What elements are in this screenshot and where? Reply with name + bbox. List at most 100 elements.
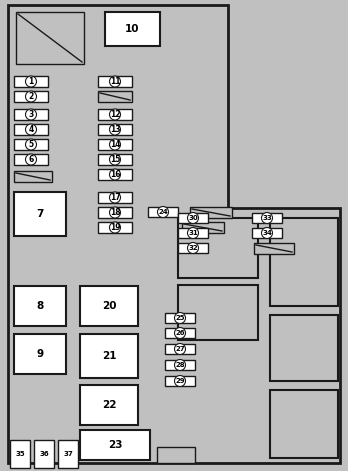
Circle shape	[110, 222, 120, 233]
Text: 14: 14	[110, 140, 120, 149]
Circle shape	[261, 212, 272, 224]
Bar	[16, 12, 84, 64]
Text: 27: 27	[175, 346, 185, 352]
Circle shape	[174, 312, 185, 324]
Circle shape	[110, 169, 120, 180]
Bar	[98, 124, 132, 135]
Circle shape	[110, 207, 120, 218]
Bar	[178, 243, 208, 253]
Circle shape	[25, 124, 37, 135]
Circle shape	[110, 76, 120, 87]
Bar	[165, 328, 195, 338]
Bar	[270, 218, 338, 306]
Bar	[178, 213, 208, 223]
Circle shape	[25, 154, 37, 165]
Text: 33: 33	[262, 215, 272, 221]
Text: 16: 16	[110, 170, 120, 179]
Bar	[98, 222, 132, 233]
Bar	[98, 109, 132, 120]
Text: 10: 10	[125, 24, 140, 34]
Bar	[157, 447, 195, 463]
Bar	[270, 315, 338, 381]
Bar	[178, 218, 258, 278]
Text: 23: 23	[108, 440, 122, 450]
Text: 32: 32	[188, 245, 198, 251]
Circle shape	[174, 359, 185, 371]
Bar	[98, 139, 132, 150]
Bar	[178, 285, 258, 340]
Text: 17: 17	[110, 193, 120, 202]
Text: 30: 30	[188, 215, 198, 221]
Bar	[98, 169, 132, 180]
Bar	[80, 286, 138, 326]
Text: 9: 9	[37, 349, 44, 359]
Text: 15: 15	[110, 155, 120, 164]
Bar	[14, 154, 48, 165]
Text: 24: 24	[158, 209, 168, 215]
Text: 22: 22	[102, 400, 116, 410]
Text: 6: 6	[29, 155, 34, 164]
Bar	[34, 440, 54, 468]
Text: 5: 5	[29, 140, 33, 149]
Text: 31: 31	[188, 230, 198, 236]
Circle shape	[174, 375, 185, 387]
Bar	[165, 376, 195, 386]
Text: 1: 1	[29, 77, 34, 86]
Text: 25: 25	[175, 315, 185, 321]
Bar	[98, 154, 132, 165]
Circle shape	[25, 139, 37, 150]
Bar	[14, 91, 48, 102]
Text: 36: 36	[39, 451, 49, 457]
Polygon shape	[8, 5, 340, 463]
Bar	[105, 12, 160, 46]
Bar	[80, 430, 150, 460]
Text: 3: 3	[29, 110, 34, 119]
Circle shape	[110, 154, 120, 165]
Bar	[80, 385, 138, 425]
Bar	[14, 334, 66, 374]
Circle shape	[158, 206, 168, 218]
Circle shape	[110, 109, 120, 120]
Text: 20: 20	[102, 301, 116, 311]
Bar	[254, 243, 294, 254]
Circle shape	[110, 124, 120, 135]
Bar	[14, 139, 48, 150]
Bar	[98, 76, 132, 87]
Text: 21: 21	[102, 351, 116, 361]
Text: 35: 35	[15, 451, 25, 457]
Bar	[165, 344, 195, 354]
Bar	[165, 313, 195, 323]
Bar	[98, 207, 132, 218]
Text: 37: 37	[63, 451, 73, 457]
Text: 13: 13	[110, 125, 120, 134]
Text: 19: 19	[110, 223, 120, 232]
Circle shape	[188, 227, 198, 238]
Text: 29: 29	[175, 378, 185, 384]
Bar	[14, 109, 48, 120]
Bar	[178, 228, 208, 238]
Text: 4: 4	[29, 125, 34, 134]
Bar	[14, 76, 48, 87]
Circle shape	[25, 76, 37, 87]
Text: 8: 8	[37, 301, 44, 311]
Circle shape	[174, 327, 185, 339]
Text: 7: 7	[36, 209, 44, 219]
Bar	[98, 91, 132, 102]
Bar	[58, 440, 78, 468]
Text: 26: 26	[175, 330, 185, 336]
Circle shape	[188, 212, 198, 224]
Bar	[10, 440, 30, 468]
Bar	[98, 192, 132, 203]
Bar	[165, 360, 195, 370]
Bar	[14, 286, 66, 326]
Circle shape	[174, 343, 185, 355]
Bar	[270, 390, 338, 458]
Bar	[252, 228, 282, 238]
Bar	[14, 192, 66, 236]
Circle shape	[188, 243, 198, 253]
Text: 12: 12	[110, 110, 120, 119]
Circle shape	[25, 109, 37, 120]
Bar	[190, 207, 232, 218]
Text: 18: 18	[110, 208, 120, 217]
Text: 11: 11	[110, 77, 120, 86]
